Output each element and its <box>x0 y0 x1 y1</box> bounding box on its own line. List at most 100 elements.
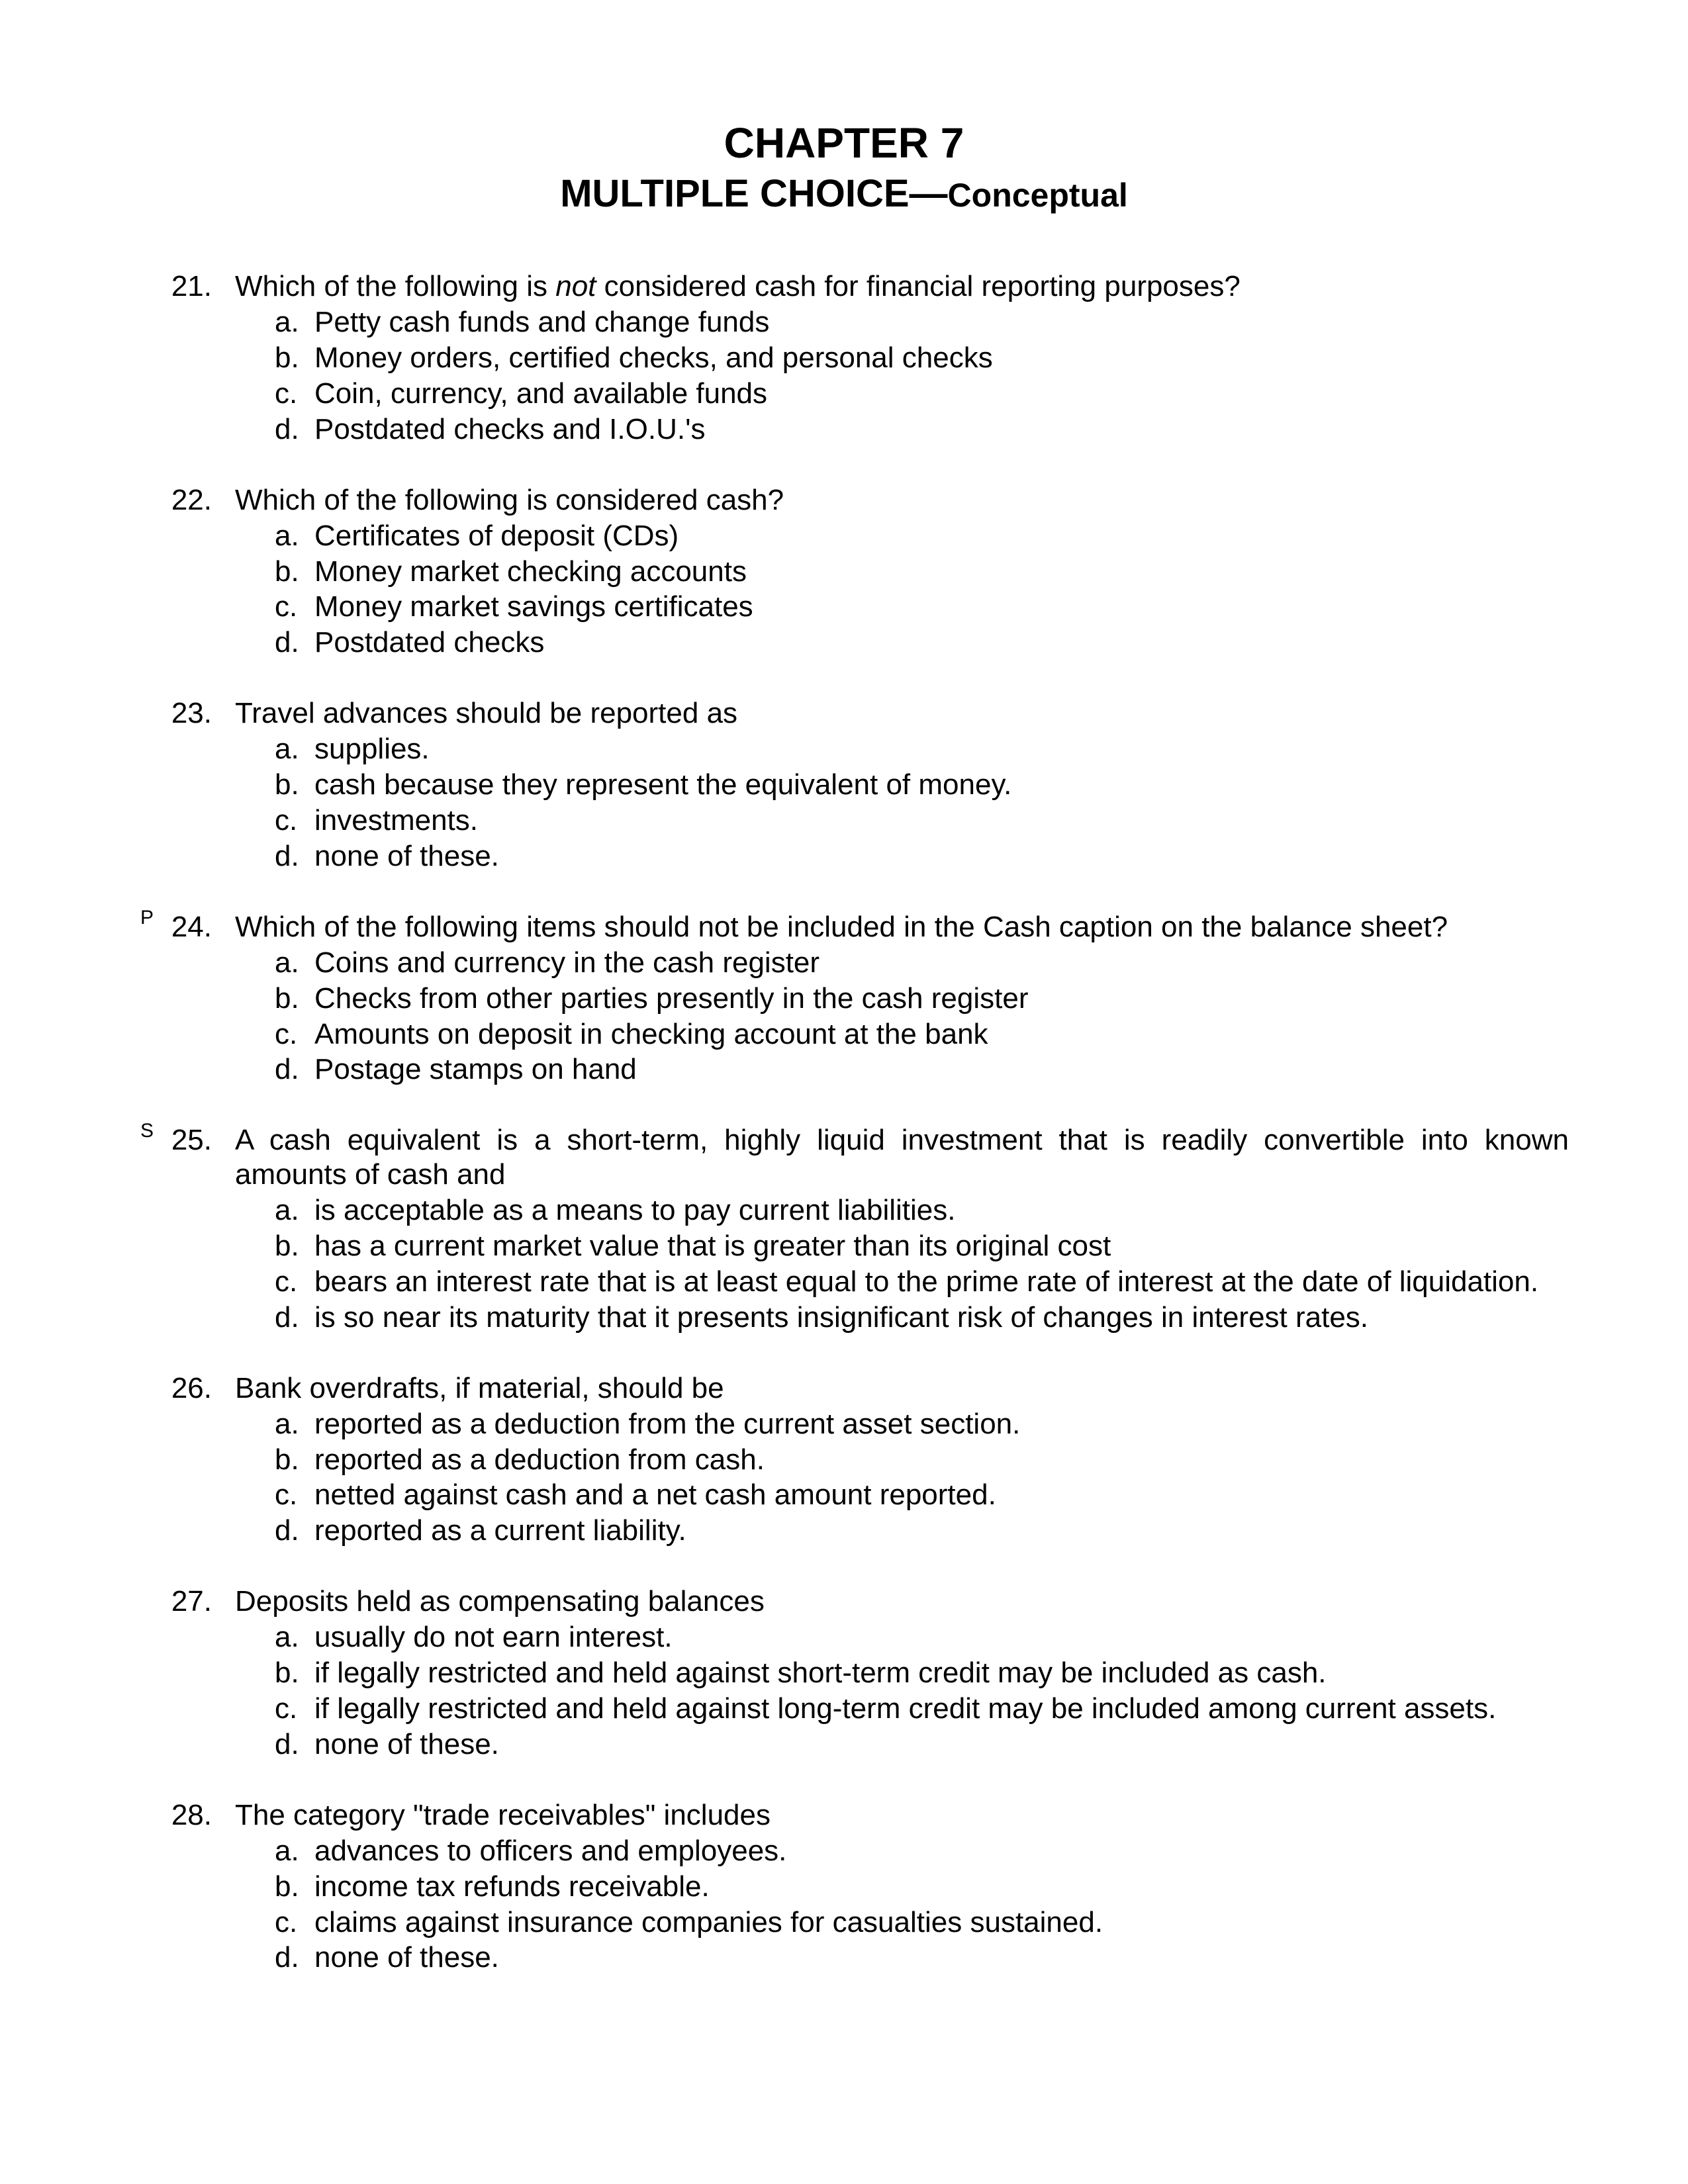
option-text: Postdated checks <box>314 625 1569 660</box>
option-text: advances to officers and employees. <box>314 1834 1569 1868</box>
option-label: b. <box>275 555 314 589</box>
option-label: d. <box>275 1052 314 1087</box>
title-line-2b: Conceptual <box>948 177 1128 214</box>
stem-part: A cash equivalent is a short-term, highl… <box>235 1124 1569 1191</box>
option-row: b.if legally restricted and held against… <box>275 1656 1569 1690</box>
stem-part: Which of the following is <box>235 270 555 302</box>
title-line-1: CHAPTER 7 <box>119 119 1569 168</box>
option-label: a. <box>275 1834 314 1868</box>
option-row: b.reported as a deduction from cash. <box>275 1443 1569 1477</box>
option-row: b.income tax refunds receivable. <box>275 1870 1569 1904</box>
option-row: d.none of these. <box>275 1727 1569 1762</box>
option-label: b. <box>275 768 314 802</box>
options-list: a.Petty cash funds and change fundsb.Mon… <box>275 305 1569 447</box>
option-text: Postdated checks and I.O.U.'s <box>314 412 1569 447</box>
option-row: c.if legally restricted and held against… <box>275 1692 1569 1726</box>
option-row: a.Petty cash funds and change funds <box>275 305 1569 340</box>
option-row: c.Money market savings certificates <box>275 590 1569 624</box>
option-text: reported as a current liability. <box>314 1514 1569 1548</box>
option-text: Money orders, certified checks, and pers… <box>314 341 1569 375</box>
option-row: d.reported as a current liability. <box>275 1514 1569 1548</box>
question-number: P24. <box>119 910 235 944</box>
option-text: netted against cash and a net cash amoun… <box>314 1478 1569 1512</box>
option-label: c. <box>275 1692 314 1726</box>
question-stem: P24.Which of the following items should … <box>119 910 1569 944</box>
option-text: if legally restricted and held against l… <box>314 1692 1569 1726</box>
question-number: 27. <box>119 1584 235 1619</box>
option-label: a. <box>275 732 314 766</box>
option-text: Certificates of deposit (CDs) <box>314 519 1569 553</box>
option-row: a.Coins and currency in the cash registe… <box>275 946 1569 980</box>
question-stem: S25.A cash equivalent is a short-term, h… <box>119 1123 1569 1192</box>
option-label: c. <box>275 1905 314 1940</box>
option-row: a.supplies. <box>275 732 1569 766</box>
options-list: a.supplies.b.cash because they represent… <box>275 732 1569 874</box>
option-row: b.Money market checking accounts <box>275 555 1569 589</box>
option-text: Money market savings certificates <box>314 590 1569 624</box>
option-label: d. <box>275 1300 314 1335</box>
option-label: c. <box>275 1265 314 1299</box>
options-list: a.Certificates of deposit (CDs)b.Money m… <box>275 519 1569 660</box>
document-page: CHAPTER 7 MULTIPLE CHOICE—Conceptual 21.… <box>0 0 1688 1975</box>
question-stem-text: Deposits held as compensating balances <box>235 1584 1569 1619</box>
question-number-text: 24. <box>171 911 212 943</box>
option-label: b. <box>275 1656 314 1690</box>
option-label: a. <box>275 305 314 340</box>
question-number-text: 23. <box>171 697 212 729</box>
option-label: b. <box>275 341 314 375</box>
question-block: 21.Which of the following is not conside… <box>119 269 1569 447</box>
question-number-superscript: S <box>140 1119 154 1142</box>
option-row: c.bears an interest rate that is at leas… <box>275 1265 1569 1299</box>
question-stem-text: Bank overdrafts, if material, should be <box>235 1371 1569 1406</box>
option-text: Petty cash funds and change funds <box>314 305 1569 340</box>
option-label: a. <box>275 946 314 980</box>
option-row: a.Certificates of deposit (CDs) <box>275 519 1569 553</box>
option-label: b. <box>275 1870 314 1904</box>
question-number-text: 28. <box>171 1799 212 1831</box>
option-label: a. <box>275 1193 314 1228</box>
question-block: 26.Bank overdrafts, if material, should … <box>119 1371 1569 1549</box>
question-number-text: 27. <box>171 1585 212 1617</box>
option-label: c. <box>275 1478 314 1512</box>
option-text: none of these. <box>314 1727 1569 1762</box>
stem-part: The category "trade receivables" include… <box>235 1799 771 1831</box>
title-line-2a: MULTIPLE CHOICE— <box>560 172 947 215</box>
option-label: d. <box>275 1940 314 1975</box>
option-row: b.Money orders, certified checks, and pe… <box>275 341 1569 375</box>
option-row: b.cash because they represent the equiva… <box>275 768 1569 802</box>
option-text: investments. <box>314 803 1569 838</box>
question-stem: 27. Deposits held as compensating balance… <box>119 1584 1569 1619</box>
option-label: b. <box>275 1229 314 1263</box>
option-label: d. <box>275 839 314 874</box>
question-stem-text: Which of the following items should not … <box>235 910 1569 944</box>
option-label: d. <box>275 412 314 447</box>
stem-part: Bank overdrafts, if material, should be <box>235 1372 724 1404</box>
question-number: 21. <box>119 269 235 304</box>
question-block: P24.Which of the following items should … <box>119 910 1569 1087</box>
stem-part: considered cash for financial reporting … <box>596 270 1240 302</box>
option-row: c.claims against insurance companies for… <box>275 1905 1569 1940</box>
option-label: c. <box>275 590 314 624</box>
option-text: none of these. <box>314 1940 1569 1975</box>
title-line-2: MULTIPLE CHOICE—Conceptual <box>119 168 1569 217</box>
question-stem-text: Which of the following is considered cas… <box>235 483 1569 518</box>
option-text: income tax refunds receivable. <box>314 1870 1569 1904</box>
question-number: 22. <box>119 483 235 518</box>
option-label: a. <box>275 519 314 553</box>
option-row: d.Postage stamps on hand <box>275 1052 1569 1087</box>
question-number: S25. <box>119 1123 235 1158</box>
option-text: is acceptable as a means to pay current … <box>314 1193 1569 1228</box>
options-list: a.is acceptable as a means to pay curren… <box>275 1193 1569 1335</box>
question-stem-text: A cash equivalent is a short-term, highl… <box>235 1123 1569 1192</box>
option-label: b. <box>275 981 314 1016</box>
question-stem: 28. The category "trade receivables" incl… <box>119 1798 1569 1833</box>
question-number-text: 25. <box>171 1124 212 1156</box>
option-label: b. <box>275 1443 314 1477</box>
option-text: has a current market value that is great… <box>314 1229 1569 1263</box>
question-stem: 22.Which of the following is considered … <box>119 483 1569 518</box>
stem-part: Deposits held as compensating balances <box>235 1585 765 1617</box>
question-stem: 23.Travel advances should be reported as <box>119 696 1569 731</box>
option-text: Money market checking accounts <box>314 555 1569 589</box>
option-row: d.none of these. <box>275 839 1569 874</box>
option-text: claims against insurance companies for c… <box>314 1905 1569 1940</box>
